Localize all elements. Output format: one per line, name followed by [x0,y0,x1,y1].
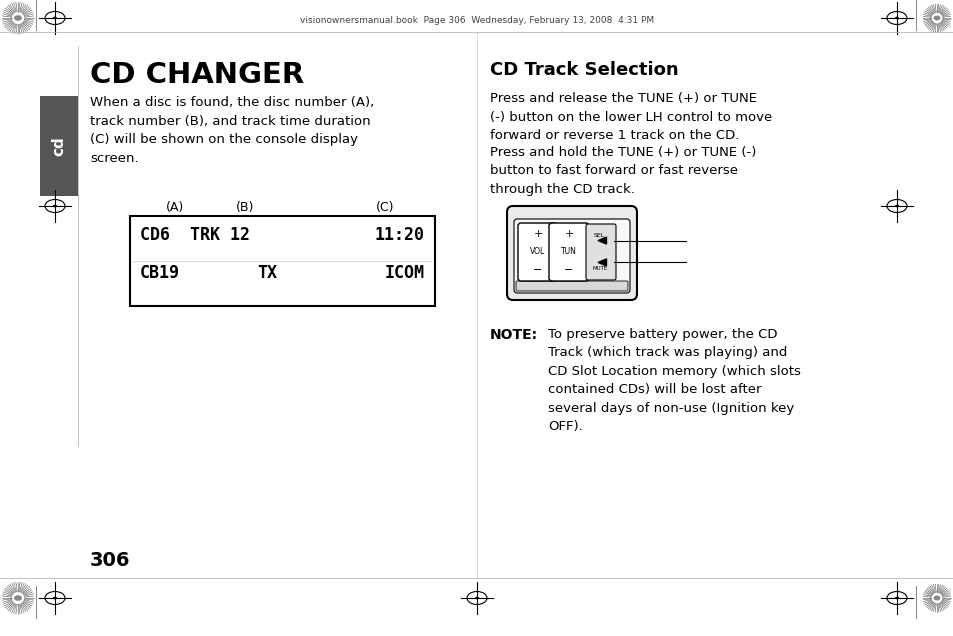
Text: (C): (C) [375,201,394,214]
Text: cd: cd [51,136,67,156]
Text: NOTE:: NOTE: [490,328,537,342]
Ellipse shape [14,15,22,21]
Text: SEL: SEL [594,233,605,238]
Text: MUTE: MUTE [592,266,607,271]
Ellipse shape [894,597,898,599]
Polygon shape [598,237,606,244]
Ellipse shape [475,597,478,599]
Text: +: + [533,229,542,239]
Text: VOL: VOL [530,247,545,256]
Text: Press and release the TUNE (+) or TUNE
(-) button on the lower LH control to mov: Press and release the TUNE (+) or TUNE (… [490,92,771,142]
Text: TUN: TUN [560,247,577,256]
FancyBboxPatch shape [517,223,558,281]
Text: TX: TX [257,264,277,282]
Text: 11:20: 11:20 [375,226,424,244]
FancyBboxPatch shape [506,206,637,300]
Ellipse shape [894,205,898,207]
FancyBboxPatch shape [548,223,588,281]
Text: CD Track Selection: CD Track Selection [490,61,678,79]
Text: Press and hold the TUNE (+) or TUNE (-)
button to fast forward or fast reverse
t: Press and hold the TUNE (+) or TUNE (-) … [490,146,756,196]
Text: −: − [533,265,542,275]
Text: (B): (B) [235,201,253,214]
Text: visionownersmanual.book  Page 306  Wednesday, February 13, 2008  4:31 PM: visionownersmanual.book Page 306 Wednesd… [299,16,654,25]
FancyBboxPatch shape [130,216,435,306]
Ellipse shape [894,17,898,19]
FancyBboxPatch shape [516,281,627,291]
Text: When a disc is found, the disc number (A),
track number (B), and track time dura: When a disc is found, the disc number (A… [90,96,374,165]
Ellipse shape [933,595,940,600]
Text: −: − [564,265,573,275]
FancyBboxPatch shape [514,219,629,293]
Ellipse shape [53,17,57,19]
Text: +: + [564,229,573,239]
Text: CD6  TRK 12: CD6 TRK 12 [140,226,250,244]
Ellipse shape [14,595,22,601]
FancyBboxPatch shape [40,96,78,196]
Ellipse shape [53,205,57,207]
Text: To preserve battery power, the CD
Track (which track was playing) and
CD Slot Lo: To preserve battery power, the CD Track … [547,328,800,434]
Text: 306: 306 [90,551,131,570]
Text: CD CHANGER: CD CHANGER [90,61,304,89]
Text: ICOM: ICOM [385,264,424,282]
Text: CB19: CB19 [140,264,180,282]
Ellipse shape [53,597,57,599]
Ellipse shape [933,15,940,20]
FancyBboxPatch shape [585,224,616,280]
Polygon shape [598,259,606,266]
Text: (A): (A) [166,201,184,214]
